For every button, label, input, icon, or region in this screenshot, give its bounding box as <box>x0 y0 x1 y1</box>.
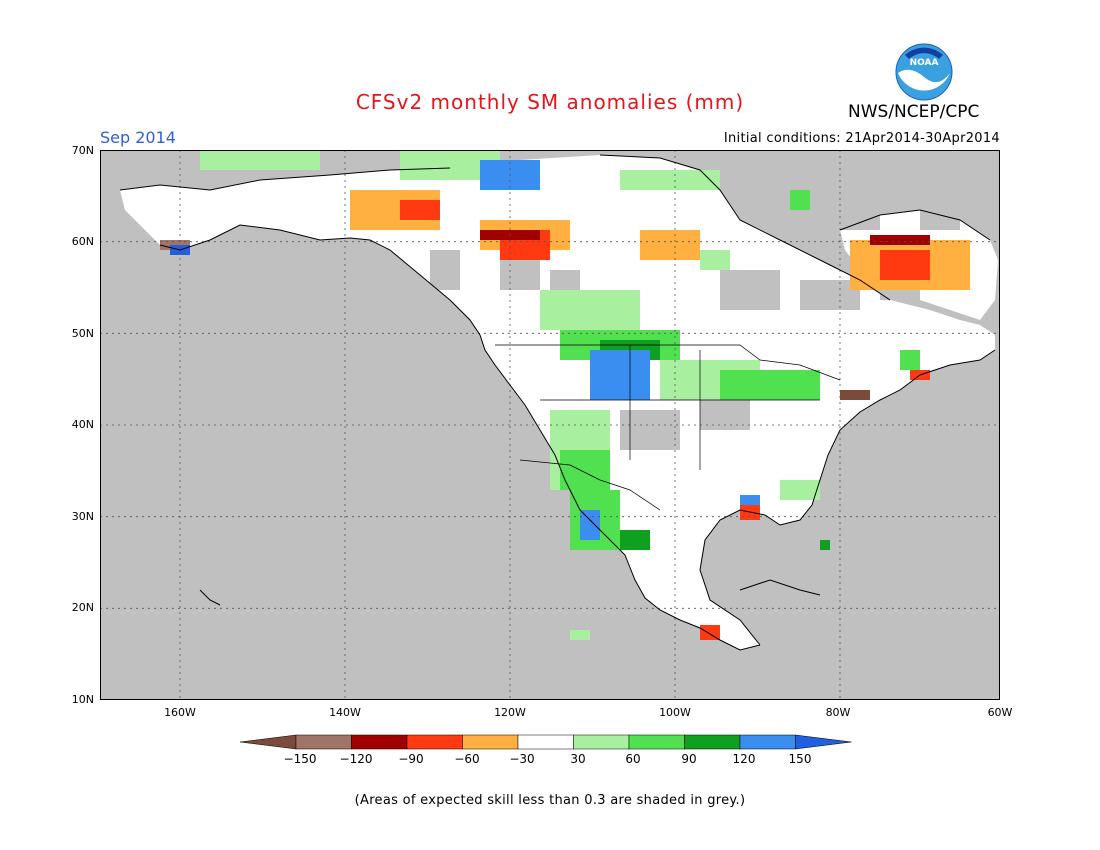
colorbar-label: −90 <box>398 752 424 766</box>
colorbar-arrow-right <box>795 734 852 750</box>
lat-label-20n: 20N <box>71 601 94 614</box>
colorbar-cell <box>628 734 685 750</box>
lat-label-70n: 70N <box>71 144 94 157</box>
colorbar-label: −150 <box>283 752 317 766</box>
lon-label-160w: 160W <box>164 706 196 719</box>
colorbar-label: 90 <box>681 752 697 766</box>
graticule <box>100 150 1000 700</box>
colorbar <box>240 734 852 750</box>
colorbar-label: −60 <box>454 752 480 766</box>
colorbar-cell <box>462 734 519 750</box>
colorbar-label: −120 <box>339 752 373 766</box>
lat-label-10n: 10N <box>71 693 94 706</box>
noaa-logo-icon: NOAA <box>895 43 953 101</box>
anomaly-map <box>100 150 1000 700</box>
lat-label-30n: 30N <box>71 510 94 523</box>
coastlines <box>119 154 996 651</box>
colorbar-label: 60 <box>625 752 641 766</box>
colorbar-cell <box>684 734 741 750</box>
lon-label-100w: 100W <box>659 706 691 719</box>
lat-label-60n: 60N <box>71 235 94 248</box>
colorbar-label: 120 <box>732 752 756 766</box>
colorbar-cell <box>739 734 796 750</box>
colorbar-cell <box>517 734 574 750</box>
colorbar-cell <box>295 734 352 750</box>
colorbar-cell <box>351 734 408 750</box>
forecast-month: Sep 2014 <box>100 128 176 147</box>
colorbar-label: −30 <box>509 752 535 766</box>
lat-label-40n: 40N <box>71 418 94 431</box>
colorbar-arrow-left <box>240 734 297 750</box>
lon-label-140w: 140W <box>329 706 361 719</box>
agency-label: NWS/NCEP/CPC <box>848 102 980 122</box>
initial-conditions: Initial conditions: 21Apr2014-30Apr2014 <box>723 131 1000 146</box>
colorbar-cell <box>406 734 463 750</box>
low-skill-areas <box>430 190 960 540</box>
colorbar-label: 30 <box>570 752 586 766</box>
lat-label-50n: 50N <box>71 327 94 340</box>
borders <box>495 344 841 511</box>
skill-footnote: (Areas of expected skill less than 0.3 a… <box>354 793 746 808</box>
lon-label-60w: 60W <box>987 706 1013 719</box>
colorbar-cell <box>573 734 630 750</box>
colorbar-label: 150 <box>788 752 812 766</box>
lon-label-80w: 80W <box>825 706 851 719</box>
lon-label-120w: 120W <box>494 706 526 719</box>
logo-text: NOAA <box>910 58 939 68</box>
map-title: CFSv2 monthly SM anomalies (mm) <box>355 90 745 114</box>
